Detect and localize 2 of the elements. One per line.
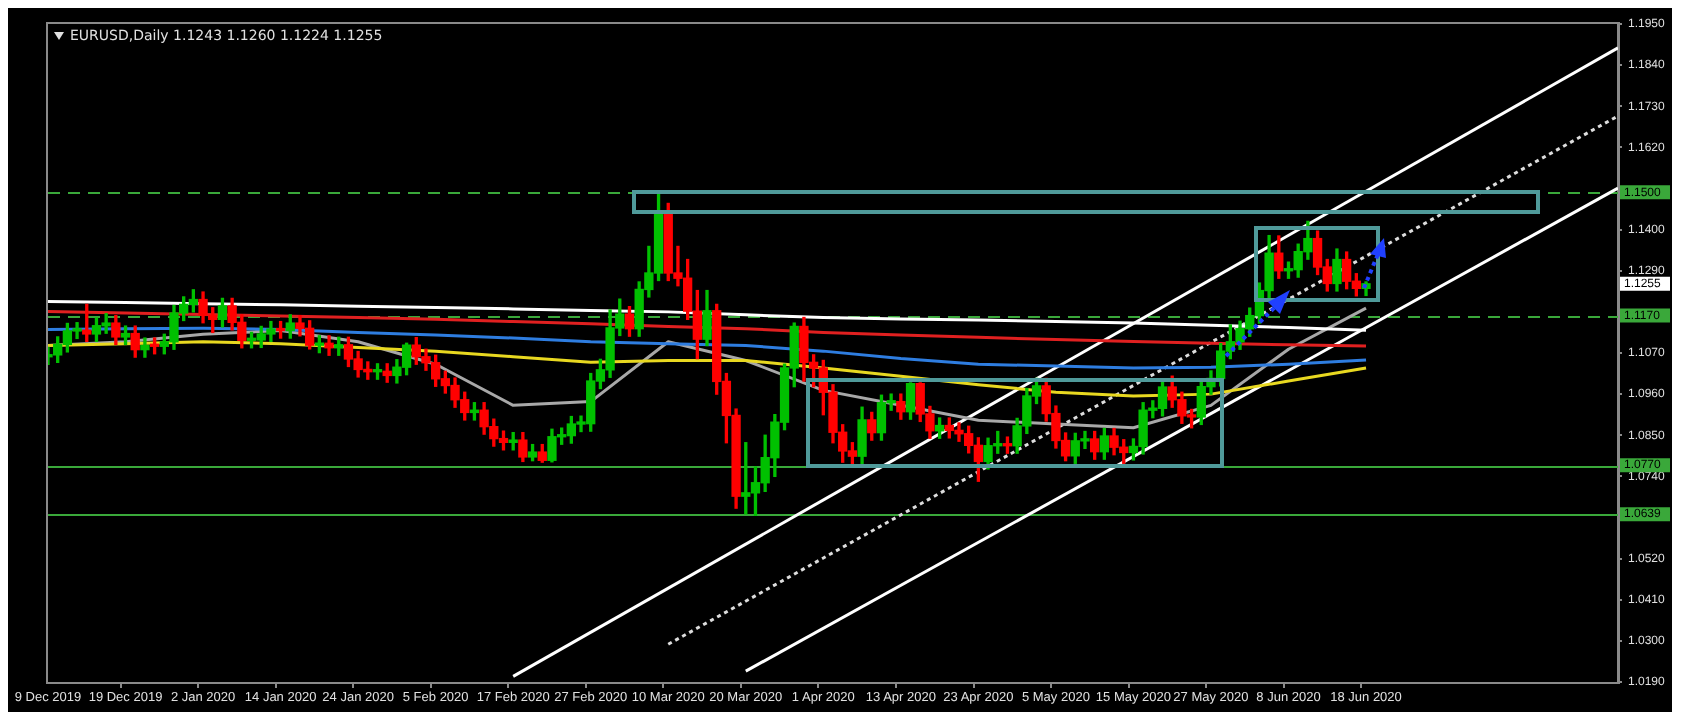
candlestick <box>140 337 150 358</box>
candlestick <box>324 335 334 356</box>
